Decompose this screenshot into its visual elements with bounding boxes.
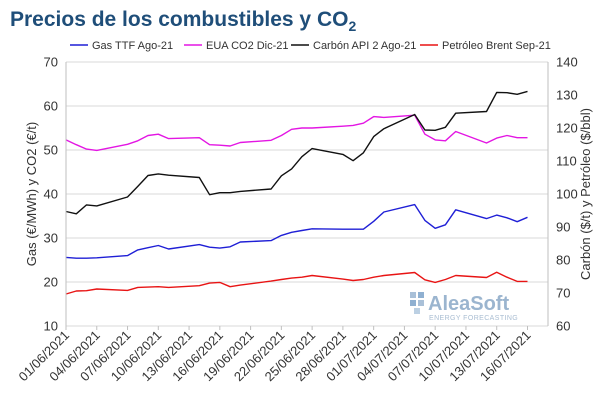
series-line-2 bbox=[65, 90, 528, 215]
legend-item-3: Petróleo Brent Sep-21 bbox=[420, 40, 551, 52]
series-line-1 bbox=[65, 114, 528, 152]
legend: Gas TTF Ago-21 EUA CO2 Dic-21 Carbón API 2… bbox=[70, 40, 551, 52]
grid-lines bbox=[66, 61, 548, 327]
legend-label: Carbón API 2 Ago-21 bbox=[313, 40, 416, 52]
logo-brand: AleaSoft bbox=[428, 293, 509, 315]
y-right-tick-label: 90 bbox=[556, 220, 570, 235]
series-line-0 bbox=[65, 203, 528, 259]
chart-title: Precios de los combustibles y CO2 bbox=[10, 8, 356, 34]
series-line-3 bbox=[65, 271, 528, 295]
legend-item-1: EUA CO2 Dic-21 bbox=[184, 40, 289, 52]
y-axis-left-label: Gas (€/MWh) y CO2 (€/t) bbox=[24, 122, 39, 266]
y-left-tick-label: 40 bbox=[44, 187, 58, 202]
logo-mark bbox=[410, 292, 424, 314]
legend-label: Gas TTF Ago-21 bbox=[92, 40, 173, 52]
y-axis-right-label: Carbón ($/t) y Petróleo ($/bbl) bbox=[578, 108, 593, 280]
y-left-tick-label: 20 bbox=[44, 275, 58, 290]
y-right-tick-label: 140 bbox=[556, 55, 578, 70]
y-right-tick-label: 80 bbox=[556, 253, 570, 268]
watermark-logo: AleaSoft ENERGY FORECASTING bbox=[410, 292, 518, 322]
y-left-tick-label: 70 bbox=[44, 55, 58, 70]
y-right-tick-label: 120 bbox=[556, 121, 578, 136]
chart-title-main: Precios de los combustibles y CO bbox=[10, 8, 348, 31]
y-left-tick-label: 60 bbox=[44, 99, 58, 114]
y-left-tick-label: 10 bbox=[44, 319, 58, 334]
y-right-tick-label: 110 bbox=[556, 154, 577, 169]
y-left-tick-label: 30 bbox=[44, 231, 58, 246]
legend-label: EUA CO2 Dic-21 bbox=[206, 40, 289, 52]
legend-item-0: Gas TTF Ago-21 bbox=[70, 40, 173, 52]
y-right-tick-label: 100 bbox=[556, 187, 578, 202]
y-right-tick-label: 60 bbox=[556, 319, 570, 334]
y-right-tick-label: 130 bbox=[556, 88, 578, 103]
legend-label: Petróleo Brent Sep-21 bbox=[442, 40, 551, 52]
legend-item-2: Carbón API 2 Ago-21 bbox=[291, 40, 416, 52]
y-right-tick-label: 70 bbox=[556, 286, 570, 301]
series-lines bbox=[65, 90, 528, 295]
chart-title-subscript: 2 bbox=[348, 18, 356, 34]
y-left-tick-label: 50 bbox=[44, 143, 58, 158]
axes: 102030405060706070809010011012013014001/… bbox=[15, 55, 577, 385]
logo-tagline: ENERGY FORECASTING bbox=[429, 315, 518, 322]
